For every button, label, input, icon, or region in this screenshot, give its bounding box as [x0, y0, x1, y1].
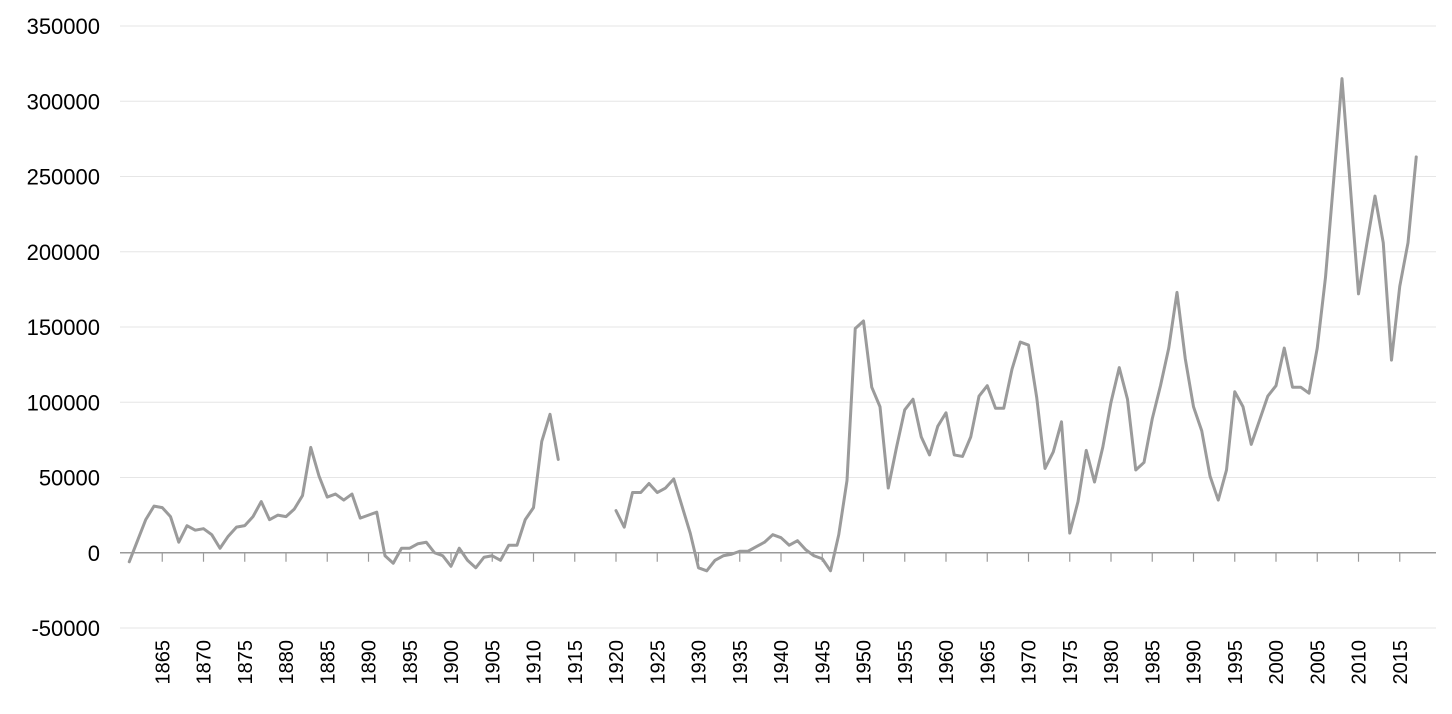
x-tick-label: 1920	[606, 640, 628, 685]
x-tick-label: 1880	[276, 640, 298, 685]
x-tick-label: 1940	[771, 640, 793, 685]
x-tick-label: 1925	[647, 640, 669, 685]
x-tick-label: 1995	[1225, 640, 1247, 685]
x-tick-label: 1960	[936, 640, 958, 685]
x-tick-label: 1895	[400, 640, 422, 685]
x-tick-label: 1950	[854, 640, 876, 685]
x-tick-label: 2010	[1349, 640, 1371, 685]
x-tick-label: 1910	[524, 640, 546, 685]
x-tick-label: 1865	[152, 640, 174, 685]
y-tick-label: 250000	[27, 165, 100, 190]
y-tick-label: 300000	[27, 89, 100, 114]
x-tick-label: 1935	[730, 640, 752, 685]
x-tick-label: 1870	[194, 640, 216, 685]
x-tick-label: 1965	[977, 640, 999, 685]
x-tick-label: 1955	[895, 640, 917, 685]
x-tick-label: 2000	[1266, 640, 1288, 685]
x-tick-label: 2015	[1390, 640, 1412, 685]
x-tick-label: 1985	[1142, 640, 1164, 685]
series-line-segment-2	[614, 77, 1418, 573]
y-tick-label: 0	[88, 541, 100, 566]
y-tick-label: 100000	[27, 390, 100, 415]
gridlines	[120, 25, 1436, 629]
x-tick-label: 2005	[1307, 640, 1329, 685]
y-axis-tick-labels: -50000 0 50000 100000 150000 200000 250000 3000…	[27, 14, 100, 641]
x-tick-label: 1970	[1019, 640, 1041, 685]
x-tick-label: 1905	[482, 640, 504, 685]
x-tick-label: 1890	[359, 640, 381, 685]
x-tick-label: 1875	[235, 640, 257, 685]
series-layer	[127, 77, 1418, 573]
x-tick-label: 1945	[812, 640, 834, 685]
y-tick-label: 50000	[39, 466, 100, 491]
x-tick-label: 1930	[689, 640, 711, 685]
y-tick-label: -50000	[31, 616, 100, 641]
x-tick-label: 1990	[1184, 640, 1206, 685]
y-tick-label: 200000	[27, 240, 100, 265]
x-tick-label: 1900	[441, 640, 463, 685]
y-tick-label: 350000	[27, 14, 100, 39]
x-tick-label: 1975	[1060, 640, 1082, 685]
x-tick-label: 1885	[317, 640, 339, 685]
series-line-segment-1	[127, 412, 560, 570]
x-axis-tick-labels: 1865 1870 1875 1880 1885 1890 1895 1900 1905 1910…	[152, 552, 1412, 685]
x-tick-label: 1980	[1101, 640, 1123, 685]
x-tick-label: 1915	[565, 640, 587, 685]
y-tick-label: 150000	[27, 315, 100, 340]
